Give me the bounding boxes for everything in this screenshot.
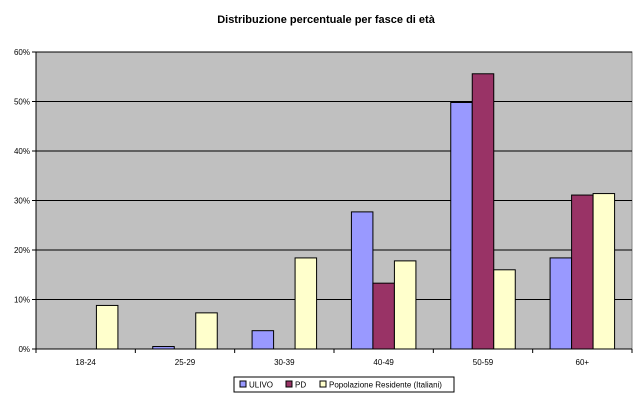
- bar-ulivo-50-59: [450, 101, 473, 350]
- legend-swatch: [285, 380, 293, 388]
- x-tick-label: 30-39: [274, 358, 295, 367]
- y-tick-label: 20%: [14, 246, 30, 255]
- bar-popolazione-residente-italiani--40-49: [393, 260, 417, 350]
- bar-popolazione-residente-italiani--18-24: [95, 304, 119, 350]
- legend-swatch: [319, 380, 327, 388]
- legend-label: PD: [295, 381, 306, 390]
- x-tick-label: 40-49: [373, 358, 394, 367]
- legend: ULIVO PD Popolazione Residente (Italiani): [233, 376, 455, 393]
- bar-ulivo-60+: [549, 257, 573, 350]
- legend-swatch: [239, 380, 247, 388]
- chart-title: Distribuzione percentuale per fasce di e…: [217, 14, 436, 26]
- y-tick-label: 0%: [18, 345, 30, 354]
- y-tick-label: 50%: [14, 98, 30, 107]
- bar-popolazione-residente-italiani--30-39: [294, 257, 318, 350]
- legend-label: ULIVO: [249, 381, 273, 390]
- bar-popolazione-residente-italiani--25-29: [195, 312, 218, 350]
- x-tick-label: 18-24: [75, 358, 96, 367]
- x-tick-label: 50-59: [473, 358, 494, 367]
- bar-pd-60+: [571, 194, 594, 350]
- x-axis-ticks: 18-24 25-29 30-39 40-49 50-59 60+: [35, 349, 633, 367]
- bar-popolazione-residente-italiani--60+: [592, 193, 616, 350]
- bar-pd-50-59: [471, 73, 495, 350]
- bar-ulivo-40-49: [350, 211, 374, 350]
- y-axis-ticks: 0% 10% 20% 30% 40% 50% 60%: [14, 48, 36, 354]
- x-tick-label: 60+: [576, 358, 590, 367]
- y-tick-label: 60%: [14, 48, 30, 57]
- gridlines: [36, 51, 632, 300]
- bar-ulivo-30-39: [251, 330, 275, 350]
- y-tick-label: 30%: [14, 197, 30, 206]
- legend-label: Popolazione Residente (Italiani): [329, 381, 442, 390]
- y-tick-label: 10%: [14, 296, 30, 305]
- y-tick-label: 40%: [14, 147, 30, 156]
- bar-popolazione-residente-italiani--50-59: [493, 269, 516, 350]
- x-tick-label: 25-29: [175, 358, 196, 367]
- bar-pd-40-49: [372, 282, 395, 350]
